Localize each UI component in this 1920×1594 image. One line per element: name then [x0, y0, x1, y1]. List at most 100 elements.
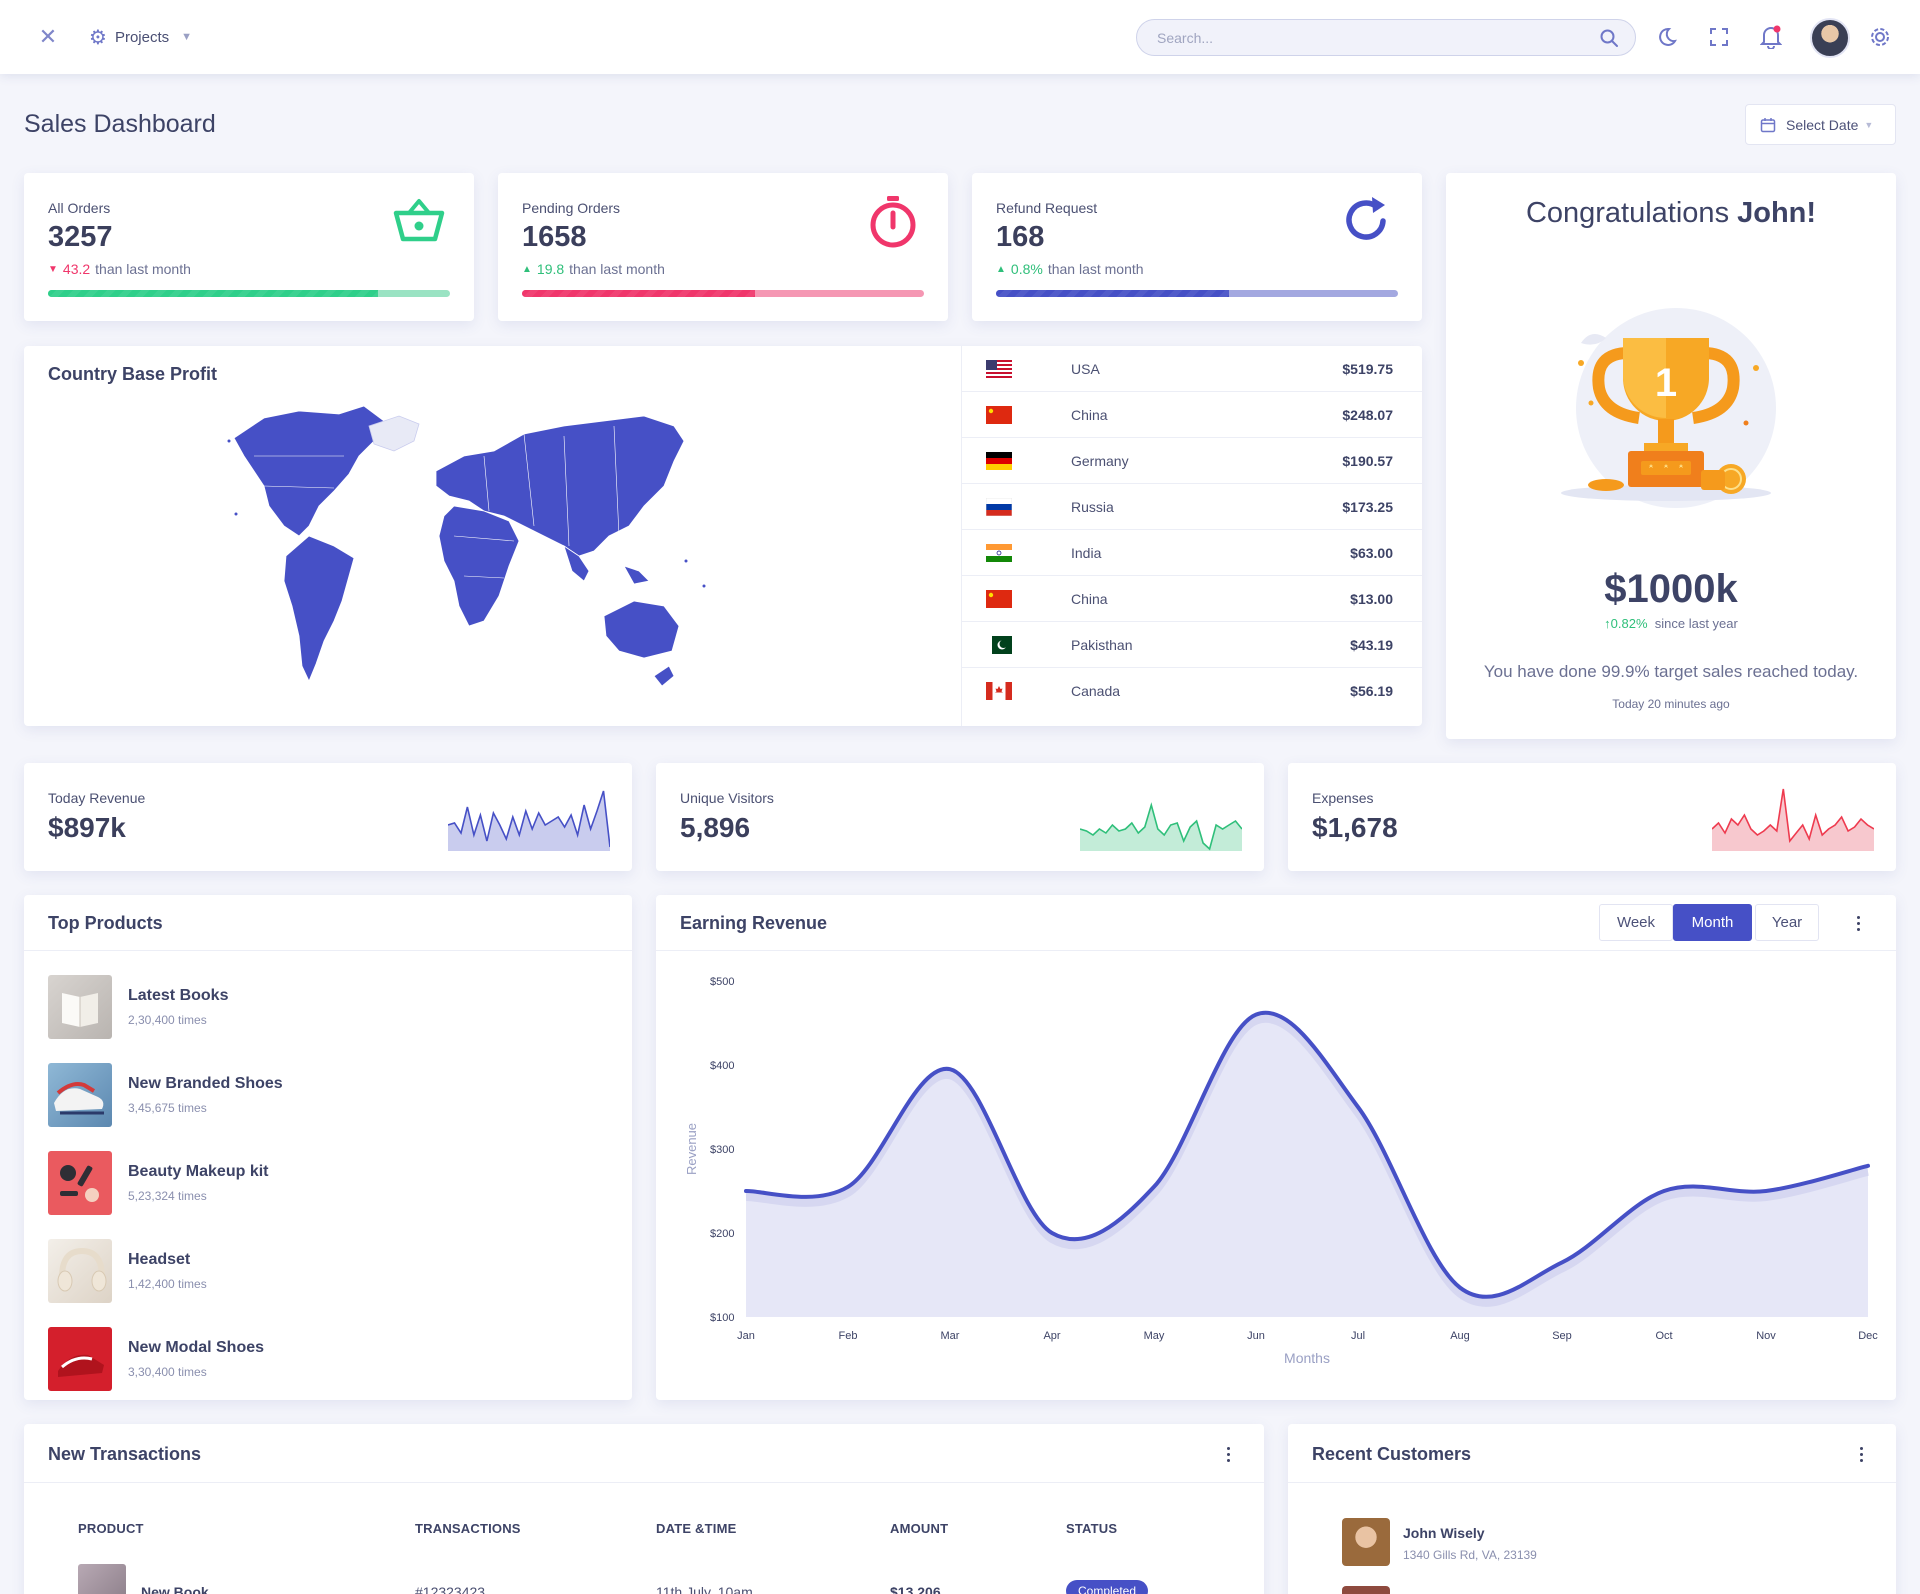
x-tick-label: Sep [1552, 1330, 1572, 1342]
table-cell-date: 11th July, 10am [656, 1584, 753, 1594]
sparkline-area [1080, 805, 1242, 851]
country-value: $248.07 [1342, 406, 1393, 423]
spark-value: 5,896 [680, 812, 751, 843]
projects-dropdown[interactable]: ⚙ Projects ▼ [89, 23, 192, 51]
visitors-sparkline [1080, 802, 1242, 851]
tab-week[interactable]: Week [1599, 904, 1673, 941]
progress-bar [48, 290, 450, 297]
select-date-button[interactable]: Select Date ▼ [1745, 104, 1896, 145]
product-name: Headset [128, 1251, 191, 1268]
close-icon[interactable]: ✕ [38, 24, 58, 49]
divider [24, 950, 632, 951]
stat-label: Refund Request [996, 200, 1098, 216]
tab-month[interactable]: Month [1673, 904, 1752, 941]
x-axis-label: Months [1284, 1350, 1330, 1366]
product-item[interactable]: New Branded Shoes 3,45,675 times [48, 1063, 448, 1127]
divider [24, 1482, 1264, 1483]
more-options-icon[interactable] [1851, 1442, 1871, 1466]
x-tick-label: May [1144, 1330, 1165, 1342]
stat-change: ▼ 43.2 than last month [48, 261, 191, 277]
world-map [227, 405, 706, 687]
product-thumbnail [48, 975, 112, 1039]
x-tick-label: Nov [1756, 1330, 1776, 1342]
period-tabs: Week Month Year [1599, 904, 1819, 941]
product-item[interactable]: Beauty Makeup kit 5,23,324 times [48, 1151, 448, 1215]
bell-icon[interactable] [1758, 24, 1784, 50]
trophy-number: 1 [1655, 361, 1677, 405]
stat-change-value: 19.8 [536, 261, 565, 277]
more-options-icon[interactable] [1848, 911, 1868, 935]
product-name: New Branded Shoes [128, 1075, 283, 1092]
y-tick-label: $300 [710, 1144, 734, 1156]
flag-us-icon [986, 359, 1012, 378]
x-tick-label: Aug [1450, 1330, 1470, 1342]
congrats-prefix: Congratulations [1525, 197, 1738, 229]
gear-icon: ⚙ [89, 26, 107, 49]
today-revenue-card: Today Revenue $897k [24, 763, 632, 871]
product-count: 3,30,400 times [128, 1365, 207, 1379]
congrats-title: Congratulations John! [1446, 197, 1896, 230]
country-row: China $248.07 [962, 392, 1422, 438]
sparkline-line [1712, 788, 1874, 843]
x-tick-label: Oct [1655, 1330, 1672, 1342]
more-options-icon[interactable] [1218, 1442, 1238, 1466]
search-box [1136, 19, 1636, 56]
country-name: USA [1071, 360, 1100, 377]
x-tick-label: Apr [1043, 1330, 1060, 1342]
customer-avatar [1342, 1586, 1390, 1594]
earning-chart: $100 $200 $300 $400 $500 Jan Feb Mar Apr May Jun Ju… [684, 976, 1878, 1366]
country-row: Russia $173.25 [962, 484, 1422, 530]
congrats-amount: $1000k [1604, 567, 1738, 611]
country-row: Pakisthan $43.19 [962, 622, 1422, 668]
flag-ca-icon [986, 682, 1012, 700]
moon-icon[interactable] [1654, 24, 1680, 50]
tab-year[interactable]: Year [1755, 904, 1819, 941]
country-value: $190.57 [1342, 452, 1393, 469]
progress-bar [996, 290, 1398, 297]
refresh-icon [1346, 197, 1386, 240]
x-tick-label: Jul [1351, 1330, 1365, 1342]
stat-change: ▲ 19.8 than last month [522, 261, 665, 277]
stat-change-value: 43.2 [62, 261, 91, 277]
country-value: $13.00 [1350, 590, 1393, 607]
search-icon[interactable] [1599, 28, 1619, 48]
country-name: China [1071, 406, 1108, 423]
country-value: $56.19 [1350, 683, 1393, 699]
chevron-down-icon: ▼ [181, 31, 193, 43]
transactions-title: New Transactions [48, 1444, 202, 1464]
stat-change: ▲ 0.8% than last month [996, 261, 1144, 277]
progress-bar [522, 290, 924, 297]
divider [1288, 1482, 1896, 1483]
column-header: STATUS [1066, 1521, 1118, 1536]
stat-card-pending-orders: Pending Orders 1658 ▲ 19.8 than last mon… [498, 173, 948, 321]
calendar-icon [1760, 117, 1776, 132]
stat-value: 1658 [522, 221, 587, 253]
top-products-title: Top Products [48, 913, 163, 933]
avatar[interactable] [1810, 18, 1850, 58]
country-name: Pakisthan [1071, 636, 1133, 653]
earning-title: Earning Revenue [680, 913, 828, 933]
country-row: USA $519.75 [962, 346, 1422, 392]
product-item[interactable]: New Modal Shoes 3,30,400 times [48, 1327, 448, 1391]
revenue-sparkline [448, 790, 610, 851]
fullscreen-icon[interactable] [1706, 24, 1732, 50]
spark-value: $897k [48, 812, 126, 843]
product-count: 5,23,324 times [128, 1189, 207, 1203]
table-cell-amount: $13,206 [890, 1584, 941, 1594]
flag-cn-icon [986, 405, 1012, 424]
column-header: PRODUCT [78, 1521, 144, 1536]
table-cell-transaction: #12323423 [415, 1584, 486, 1594]
settings-icon[interactable] [1867, 24, 1893, 50]
expenses-sparkline [1712, 788, 1874, 851]
column-header: TRANSACTIONS [415, 1521, 521, 1536]
arrow-up-icon: ↑ [1604, 616, 1611, 631]
product-item[interactable]: Headset 1,42,400 times [48, 1239, 448, 1303]
country-name: India [1071, 544, 1102, 561]
y-tick-label: $200 [710, 1228, 734, 1240]
product-name: Latest Books [128, 987, 229, 1004]
x-tick-label: Dec [1858, 1330, 1878, 1342]
stat-value: 168 [996, 221, 1045, 253]
product-item[interactable]: Latest Books 2,30,400 times [48, 975, 448, 1039]
y-axis-label: Revenue [684, 1123, 699, 1175]
search-input[interactable] [1157, 28, 1577, 48]
